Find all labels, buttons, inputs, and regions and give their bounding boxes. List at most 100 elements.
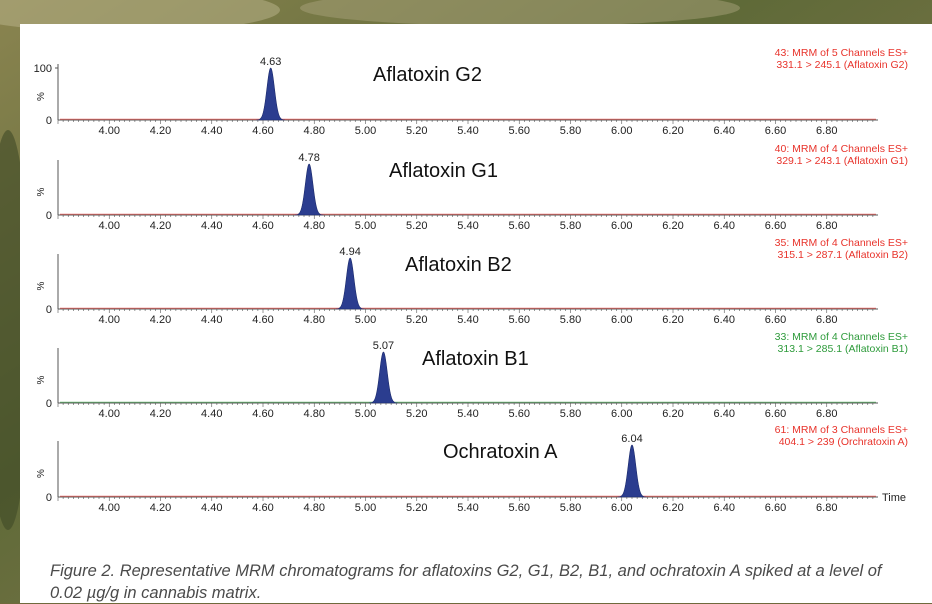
- x-tick-label: 5.00: [355, 408, 376, 420]
- x-tick-label: 5.00: [355, 220, 376, 232]
- peak-time-label: 4.63: [260, 56, 281, 68]
- channel-info-line2: 329.1 > 243.1 (Aflatoxin G1): [776, 155, 908, 167]
- channel-info-line2: 331.1 > 245.1 (Aflatoxin G2): [776, 59, 908, 71]
- x-tick-label: 6.80: [816, 125, 837, 137]
- x-tick-label: 4.00: [99, 408, 120, 420]
- x-tick-label: 5.40: [457, 408, 478, 420]
- x-tick-label: 4.40: [201, 408, 222, 420]
- x-tick-label: 6.20: [662, 408, 683, 420]
- x-tick-label: 4.40: [201, 314, 222, 326]
- x-tick-label: 6.40: [714, 125, 735, 137]
- x-tick-label: 5.20: [406, 408, 427, 420]
- x-tick-label: 4.80: [304, 314, 325, 326]
- x-tick-label: 4.80: [304, 220, 325, 232]
- x-tick-label: 4.80: [304, 408, 325, 420]
- x-tick-label: 5.80: [560, 502, 581, 514]
- x-tick-label: 4.00: [99, 502, 120, 514]
- x-tick-label: 6.40: [714, 220, 735, 232]
- x-tick-label: 6.80: [816, 502, 837, 514]
- x-tick-label: 6.60: [765, 314, 786, 326]
- x-tick-label: 6.60: [765, 502, 786, 514]
- x-tick-label: 5.40: [457, 502, 478, 514]
- x-tick-label: 6.20: [662, 125, 683, 137]
- x-tick-label: 6.60: [765, 125, 786, 137]
- x-tick-label: 6.00: [611, 502, 632, 514]
- peak-time-label: 5.07: [373, 340, 394, 352]
- x-tick-label: 6.40: [714, 502, 735, 514]
- y-tick-label: 0: [46, 115, 52, 127]
- x-tick-label: 5.20: [406, 125, 427, 137]
- y-axis-label: %: [36, 188, 47, 197]
- x-tick-label: 4.60: [252, 314, 273, 326]
- peak-aflatoxin-g1: [294, 163, 324, 216]
- peak-aflatoxin-b1: [369, 351, 398, 404]
- channel-info-line2: 315.1 > 287.1 (Aflatoxin B2): [778, 249, 908, 261]
- x-tick-label: 5.20: [406, 220, 427, 232]
- mrm-chromatogram-chart: 4.00 4.20 4.40 4.60 4.80 5.00 5.20 5.40 5.60 5.80…: [34, 47, 908, 514]
- x-tick-label: 5.00: [355, 125, 376, 137]
- x-tick-label: 5.40: [457, 220, 478, 232]
- x-tick-label: 6.00: [611, 125, 632, 137]
- x-tick-label: 4.20: [150, 314, 171, 326]
- x-tick-label: 5.20: [406, 502, 427, 514]
- panel-title: Aflatoxin B1: [422, 348, 529, 370]
- x-tick-label: 5.80: [560, 125, 581, 137]
- x-axis-label: Time: [882, 492, 906, 504]
- peak-ochratoxin-a: [617, 444, 647, 498]
- x-tick-label: 6.20: [662, 502, 683, 514]
- x-tick-label: 5.40: [457, 125, 478, 137]
- y-axis-label: %: [36, 92, 47, 101]
- x-tick-label: 6.00: [611, 408, 632, 420]
- y-axis-label: %: [36, 282, 47, 291]
- x-tick-label: 4.20: [150, 220, 171, 232]
- x-tick-label: 5.00: [355, 502, 376, 514]
- x-tick-label: 5.60: [509, 125, 530, 137]
- channel-info-line1: 35: MRM of 4 Channels ES+: [775, 237, 908, 249]
- y-tick-label: 0: [46, 398, 52, 410]
- figure-caption: Figure 2. Representative MRM chromatogra…: [50, 562, 882, 602]
- x-tick-label: 6.20: [662, 314, 683, 326]
- x-tick-label: 4.40: [201, 125, 222, 137]
- y-axis-label: %: [36, 376, 47, 385]
- x-tick-label: 4.20: [150, 408, 171, 420]
- y-tick-label: 0: [46, 492, 52, 504]
- x-tick-label: 6.80: [816, 408, 837, 420]
- x-tick-label: 5.60: [509, 408, 530, 420]
- channel-info-line1: 61: MRM of 3 Channels ES+: [775, 424, 908, 436]
- x-tick-label: 5.80: [560, 314, 581, 326]
- x-tick-label: 6.80: [816, 220, 837, 232]
- x-tick-label: 6.00: [611, 220, 632, 232]
- x-tick-label: 4.40: [201, 220, 222, 232]
- x-tick-label: 4.60: [252, 408, 273, 420]
- x-tick-label: 5.00: [355, 314, 376, 326]
- peak-time-label: 4.78: [298, 152, 319, 164]
- peak-time-label: 4.94: [339, 246, 360, 258]
- channel-info-line1: 43: MRM of 5 Channels ES+: [775, 47, 908, 59]
- y-tick-label: 0: [46, 304, 52, 316]
- x-tick-label: 6.60: [765, 220, 786, 232]
- x-tick-label: 5.60: [509, 502, 530, 514]
- x-tick-label: 5.60: [509, 220, 530, 232]
- peak-aflatoxin-g2: [256, 67, 285, 121]
- x-tick-label: 4.00: [99, 125, 120, 137]
- panel-title: Aflatoxin G2: [373, 64, 482, 86]
- x-tick-label: 5.80: [560, 408, 581, 420]
- y-tick-label: 100: [34, 63, 52, 75]
- x-tick-label: 4.20: [150, 502, 171, 514]
- x-tick-label: 5.80: [560, 220, 581, 232]
- x-tick-label: 6.40: [714, 314, 735, 326]
- y-tick-label: 0: [46, 210, 52, 222]
- panel-title: Aflatoxin B2: [405, 254, 512, 276]
- x-tick-label: 5.20: [406, 314, 427, 326]
- y-axis-label: %: [36, 469, 47, 478]
- x-tick-label: 4.60: [252, 220, 273, 232]
- x-tick-label: 4.40: [201, 502, 222, 514]
- x-tick-label: 6.60: [765, 408, 786, 420]
- channel-info-line1: 33: MRM of 4 Channels ES+: [775, 331, 908, 343]
- x-tick-label: 5.60: [509, 314, 530, 326]
- x-tick-label: 4.80: [304, 125, 325, 137]
- x-tick-label: 6.20: [662, 220, 683, 232]
- panel-title: Aflatoxin G1: [389, 160, 498, 182]
- x-tick-label: 5.40: [457, 314, 478, 326]
- panel-title: Ochratoxin A: [443, 441, 558, 463]
